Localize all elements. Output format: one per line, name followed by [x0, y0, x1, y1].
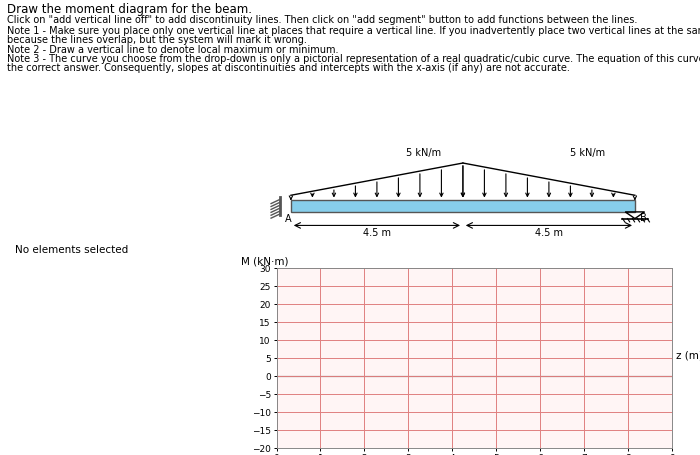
Text: M (kN·m): M (kN·m)	[241, 256, 289, 266]
Text: 4.5 m: 4.5 m	[535, 228, 563, 238]
Text: A: A	[286, 214, 292, 224]
Text: 4.5 m: 4.5 m	[363, 228, 391, 238]
FancyBboxPatch shape	[291, 201, 635, 212]
Text: +: +	[29, 95, 43, 113]
Text: ↗: ↗	[8, 97, 20, 111]
Text: Note 1 - Make sure you place only one vertical line at places that require a ver: Note 1 - Make sure you place only one ve…	[7, 26, 700, 36]
Text: No elements selected: No elements selected	[15, 245, 128, 255]
Text: Click on "add vertical line off" to add discontinuity lines. Then click on "add : Click on "add vertical line off" to add …	[7, 15, 638, 25]
Text: i: i	[612, 98, 616, 111]
Text: ?: ?	[686, 98, 692, 111]
Text: 5 kN/m: 5 kN/m	[406, 148, 441, 158]
Text: Draw the moment diagram for the beam.: Draw the moment diagram for the beam.	[7, 3, 252, 16]
Text: Note 2 - Draw a vertical line to denote local maximum or minimum.: Note 2 - Draw a vertical line to denote …	[7, 45, 339, 55]
Text: 💡: 💡	[588, 98, 596, 111]
Text: the correct answer. Consequently, slopes at discontinuities and intercepts with : the correct answer. Consequently, slopes…	[7, 63, 570, 73]
Text: Note 3 - The curve you choose from the drop-down is only a pictorial representat: Note 3 - The curve you choose from the d…	[7, 54, 700, 64]
Text: because the lines overlap, but the system will mark it wrong.: because the lines overlap, but the syste…	[7, 35, 307, 46]
Text: B: B	[640, 213, 647, 223]
Text: +0: +0	[119, 99, 135, 109]
Text: ˅: ˅	[637, 98, 643, 111]
Text: ↺: ↺	[662, 98, 672, 111]
Text: 5 kN/m: 5 kN/m	[570, 148, 606, 158]
Text: z (m): z (m)	[676, 351, 700, 361]
Text: 🗑: 🗑	[48, 98, 55, 111]
